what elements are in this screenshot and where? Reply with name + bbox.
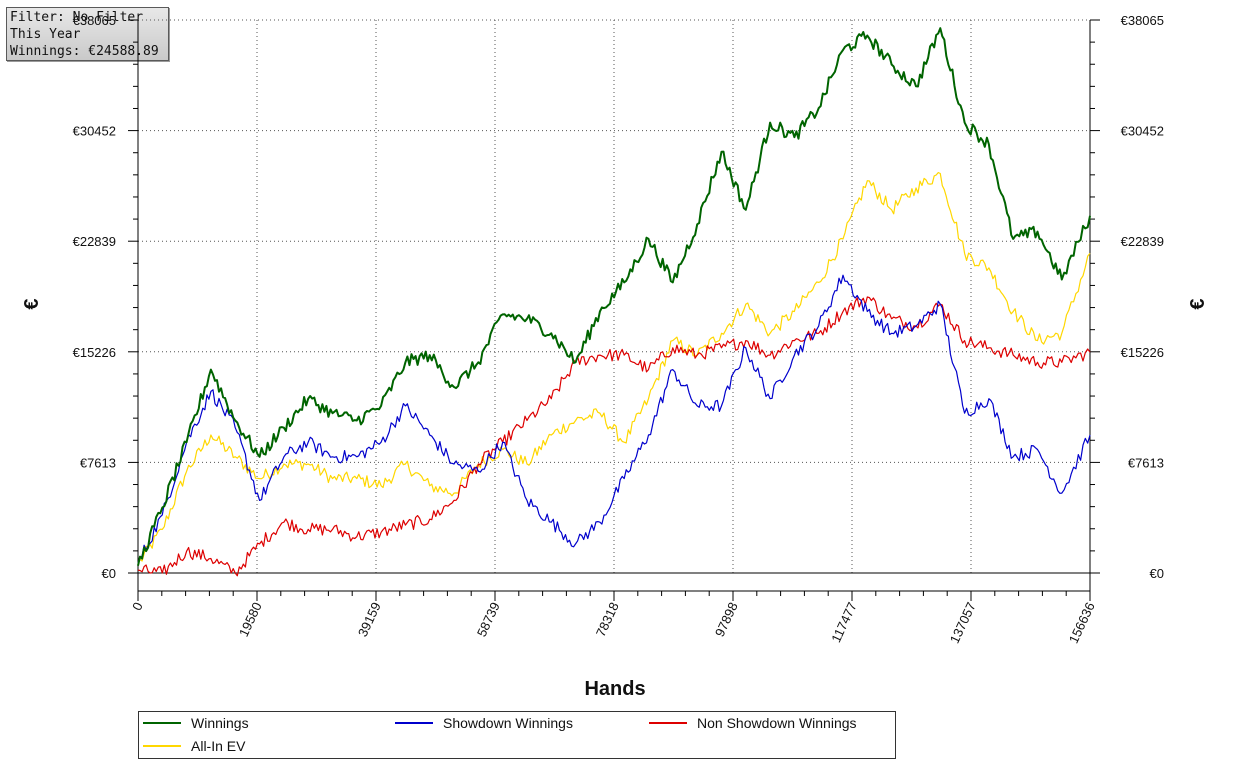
y-tick-label-left: €30452 xyxy=(73,124,116,139)
info-box: Filter: No Filter This Year Winnings: €2… xyxy=(6,7,169,61)
period-label: This Year xyxy=(10,27,81,42)
x-tick-label: 0 xyxy=(129,600,146,613)
series-line-non-showdown-winnings xyxy=(137,296,1091,577)
legend-item: Non Showdown Winnings xyxy=(649,714,857,732)
series-line-showdown-winnings xyxy=(137,274,1091,564)
y-tick-label-left: €7613 xyxy=(80,455,116,470)
y-tick-label-left: €15226 xyxy=(73,345,116,360)
legend-item: All-In EV xyxy=(143,737,245,755)
y-tick-label-right: €7613 xyxy=(1128,455,1164,470)
y-tick-label-left: €0 xyxy=(102,566,116,581)
y-tick-label-right: €38065 xyxy=(1121,13,1164,28)
legend-label: Non Showdown Winnings xyxy=(697,715,857,731)
y-axis-title-right: € xyxy=(1187,298,1209,309)
y-tick-label-right: €15226 xyxy=(1121,345,1164,360)
legend-label: Winnings xyxy=(191,715,249,731)
y-tick-label-left: €22839 xyxy=(73,234,116,249)
y-tick-label-right: €0 xyxy=(1150,566,1164,581)
legend-swatch xyxy=(143,722,181,725)
legend: Winnings Showdown Winnings Non Showdown Wi… xyxy=(138,711,896,759)
legend-item: Showdown Winnings xyxy=(395,714,573,732)
legend-label: All-In EV xyxy=(191,738,246,754)
legend-swatch xyxy=(395,722,433,725)
series-line-winnings xyxy=(137,27,1091,566)
y-axis-title-left: € xyxy=(21,298,43,309)
series-layer xyxy=(137,27,1091,577)
x-tick-label: 19580 xyxy=(236,600,265,639)
x-tick-label: 58739 xyxy=(474,600,503,639)
y-tick-label-left: €38065 xyxy=(73,13,116,28)
legend-swatch xyxy=(649,722,687,725)
x-tick-label: 156636 xyxy=(1066,600,1098,646)
legend-label: Showdown Winnings xyxy=(443,715,573,731)
x-axis-title: Hands xyxy=(584,678,645,700)
x-tick-label: 117477 xyxy=(828,600,860,645)
y-tick-label-right: €22839 xyxy=(1121,234,1164,249)
x-tick-label: 39159 xyxy=(355,600,384,639)
y-tick-label-right: €30452 xyxy=(1121,124,1164,139)
x-tick-label: 97898 xyxy=(712,600,741,639)
x-tick-label: 137057 xyxy=(947,600,979,646)
filter-label: Filter: No Filter xyxy=(10,10,144,25)
winnings-label: Winnings: €24588.89 xyxy=(10,44,159,59)
series-line-all-in-ev xyxy=(137,172,1091,565)
legend-item: Winnings xyxy=(143,714,249,732)
axes: €0 €0 €7613 €7613 €15226 €15226 €22839 €22839 €3… xyxy=(73,13,1164,646)
x-tick-label: 78318 xyxy=(593,600,622,639)
legend-swatch xyxy=(143,745,181,748)
